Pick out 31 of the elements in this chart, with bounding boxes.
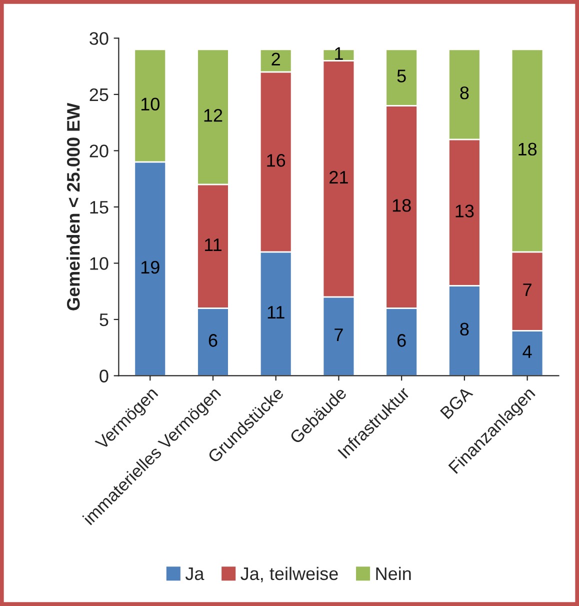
data-label: 21 xyxy=(330,170,348,184)
legend-label: Ja, teilweise xyxy=(240,566,338,582)
data-label: 18 xyxy=(392,199,411,212)
data-label: 6 xyxy=(397,334,406,347)
data-label: 1 xyxy=(335,47,343,60)
data-label: 8 xyxy=(460,322,469,336)
data-label: 13 xyxy=(456,204,474,218)
data-label: 7 xyxy=(334,328,343,342)
y-tick-label: 10 xyxy=(90,257,108,270)
y-tick-label: 15 xyxy=(90,201,108,214)
y-tick-label: 20 xyxy=(90,144,108,158)
y-tick-label: 0 xyxy=(100,370,108,382)
data-label: 11 xyxy=(268,306,284,319)
legend-label: Ja xyxy=(185,568,204,580)
legend-label: Nein xyxy=(376,566,411,580)
y-tick-label: 25 xyxy=(90,88,108,102)
data-label: 16 xyxy=(267,154,286,167)
data-label: 18 xyxy=(518,142,537,156)
data-label: 11 xyxy=(204,238,222,251)
y-tick-label: 5 xyxy=(100,314,108,326)
y-axis-title: Gemeinden < 25.000 EW xyxy=(66,102,80,310)
data-label: 10 xyxy=(141,98,160,111)
data-label: 8 xyxy=(460,86,469,100)
data-label: 2 xyxy=(272,52,280,66)
data-label: 19 xyxy=(141,260,160,274)
data-label: 4 xyxy=(522,345,532,358)
y-tick-label: 30 xyxy=(90,32,108,45)
data-label: 6 xyxy=(208,334,218,347)
data-label: 5 xyxy=(397,70,406,82)
data-label: 7 xyxy=(523,284,532,296)
data-label: 12 xyxy=(204,109,222,122)
